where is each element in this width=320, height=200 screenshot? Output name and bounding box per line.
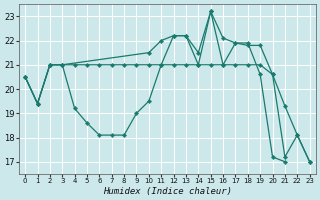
X-axis label: Humidex (Indice chaleur): Humidex (Indice chaleur)	[103, 187, 232, 196]
